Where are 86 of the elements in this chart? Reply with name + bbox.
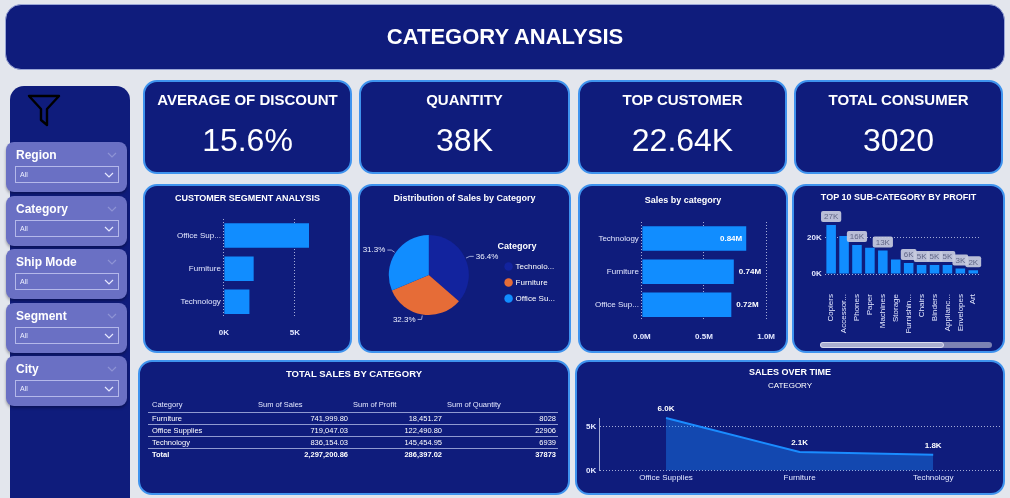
text: AVERAGE OF DISCOUNT [156, 91, 339, 108]
category-label: Segment [16, 308, 67, 323]
y-tick-label: Furniture [188, 263, 222, 273]
data-label: 2.1K [791, 438, 809, 448]
chart-title: SALES OVER TIME [748, 367, 832, 378]
chart-subtitle: CATEGORY [766, 381, 814, 391]
data-label: 1.8K [924, 440, 942, 450]
x-tick-label: 0.0M [632, 332, 652, 342]
data-label: 5K [929, 252, 941, 262]
bar [968, 270, 979, 274]
data-label: 0.72M [736, 300, 759, 310]
category-label: City [16, 362, 39, 376]
data-label: 6.0K [657, 404, 675, 414]
bar [852, 244, 862, 274]
x-tick-label: 1.0M [757, 332, 776, 342]
bar [642, 259, 734, 284]
text: TOTAL SALES BY CATEGORY [285, 368, 423, 379]
bar [942, 264, 953, 274]
data-label: 3K [955, 255, 966, 265]
data-label: 2K [968, 257, 979, 267]
x-tick-label: Chairs [916, 294, 926, 318]
x-tick-label: Art [968, 293, 978, 305]
y-tick-label: Technology [598, 233, 639, 243]
x-tick-label: 0.5M [695, 332, 714, 342]
chart-title: Sales by category [643, 195, 723, 206]
bar [890, 259, 901, 274]
data-label: 5K [916, 252, 928, 262]
bar [642, 292, 732, 318]
bar [224, 223, 309, 248]
x-tick-label: 5K [289, 328, 301, 338]
bar [878, 250, 888, 274]
text: 38K [435, 122, 494, 158]
data-label: 13K [875, 237, 891, 247]
category-label: Category [16, 201, 69, 216]
x-tick-label: Copiers [826, 294, 836, 322]
bar [224, 289, 250, 315]
bar [916, 264, 927, 274]
y-tick-label: Office Sup... [595, 300, 639, 310]
x-tick-label: Machines [878, 294, 888, 329]
bar [903, 263, 914, 274]
x-tick-label: Accessor... [839, 294, 849, 334]
legend-title: Category [497, 240, 537, 251]
category-label: Region [16, 148, 57, 162]
bar [642, 226, 747, 251]
text: 3020 [861, 122, 936, 158]
y-tick-label: 20K [806, 232, 822, 242]
data-label: 31.3% [362, 245, 386, 255]
bar [839, 235, 849, 274]
x-tick-label: Office Supplies [639, 473, 693, 483]
legend-label: Office Su... [515, 293, 556, 303]
x-tick-label: Furnishin... [903, 294, 913, 334]
bar [224, 256, 254, 281]
chart-title: Distribution of Sales by Category [392, 193, 537, 204]
x-tick-label: 0K [218, 328, 230, 338]
y-tick-label: Office Sup... [177, 230, 221, 240]
data-label: 36.4% [475, 251, 499, 261]
y-tick-label: Furniture [606, 266, 640, 276]
chart-title: CUSTOMER SEGMENT ANALYSIS [173, 193, 322, 204]
x-tick-label: Phones [852, 294, 862, 322]
chart-title: TOP 10 SUB-CATEGORY BY PROFIT [819, 192, 978, 203]
x-tick-label: Envelopes [955, 294, 965, 332]
text: QUANTITY [425, 91, 504, 108]
data-label: 16K [849, 232, 865, 242]
text: TOTAL CONSUMER [827, 91, 970, 108]
bar [955, 268, 966, 274]
text: 15.6% [201, 122, 294, 158]
data-label: 0.84M [720, 233, 743, 243]
category-label: Ship Mode [16, 255, 77, 269]
text: CATEGORY ANALYSIS [385, 24, 625, 49]
x-tick-label: Technology [912, 473, 954, 483]
data-label: 5K [942, 252, 953, 262]
bar [865, 247, 875, 274]
legend-label: Technolo... [515, 261, 555, 271]
data-label: 6K [903, 250, 915, 260]
text: TOP CUSTOMER [621, 91, 744, 108]
x-tick-label: Storage [890, 293, 900, 323]
data-label: 27K [824, 212, 839, 222]
x-tick-label: Applianc... [942, 294, 952, 332]
x-tick-label: Paper [865, 293, 875, 316]
bar [826, 225, 836, 274]
data-label: 0.74M [738, 266, 762, 276]
text: 22.64K [630, 122, 735, 158]
legend-label: Furniture [515, 277, 549, 287]
bar [929, 264, 940, 274]
data-label: 32.3% [392, 314, 416, 324]
x-tick-label: Binders [929, 294, 939, 322]
